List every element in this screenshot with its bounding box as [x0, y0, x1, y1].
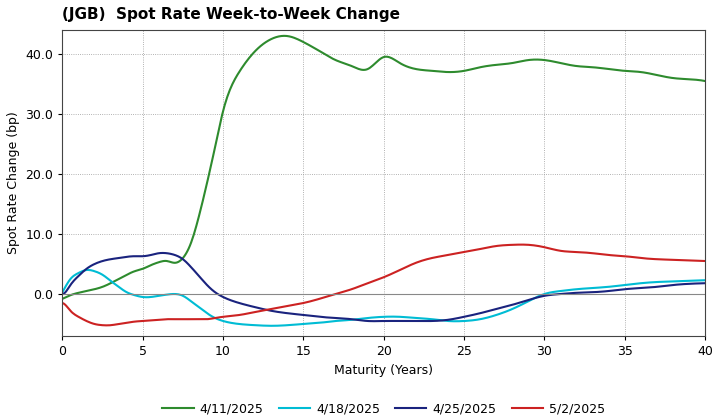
4/25/2025: [370, 319, 379, 324]
4/18/2025: [588, 286, 596, 291]
5/2/2025: [688, 258, 696, 263]
5/2/2025: [517, 242, 526, 247]
5/2/2025: [102, 323, 110, 328]
Line: 4/25/2025: 4/25/2025: [63, 253, 705, 321]
4/25/2025: [364, 318, 373, 323]
4/25/2025: [688, 281, 696, 286]
5/2/2025: [442, 253, 451, 258]
4/25/2025: [408, 318, 417, 323]
4/25/2025: [369, 319, 377, 324]
4/11/2025: [586, 65, 595, 70]
Text: (JGB)  Spot Rate Week-to-Week Change: (JGB) Spot Rate Week-to-Week Change: [63, 7, 400, 22]
4/18/2025: [701, 278, 709, 283]
4/18/2025: [408, 315, 417, 320]
4/18/2025: [444, 318, 452, 323]
4/18/2025: [366, 315, 374, 320]
X-axis label: Maturity (Years): Maturity (Years): [334, 364, 433, 377]
Line: 4/11/2025: 4/11/2025: [63, 36, 705, 299]
4/11/2025: [442, 69, 451, 74]
4/18/2025: [84, 268, 92, 273]
5/2/2025: [58, 300, 67, 305]
4/25/2025: [701, 281, 709, 286]
4/11/2025: [701, 79, 709, 84]
4/18/2025: [58, 290, 67, 295]
Y-axis label: Spot Rate Change (bp): Spot Rate Change (bp): [7, 112, 20, 255]
Line: 4/18/2025: 4/18/2025: [63, 270, 705, 326]
Legend: 4/11/2025, 4/18/2025, 4/25/2025, 5/2/2025: 4/11/2025, 4/18/2025, 4/25/2025, 5/2/202…: [157, 397, 611, 420]
4/25/2025: [158, 250, 167, 255]
5/2/2025: [369, 279, 377, 284]
4/11/2025: [364, 66, 373, 71]
5/2/2025: [407, 262, 415, 267]
4/25/2025: [444, 318, 452, 323]
4/11/2025: [58, 296, 67, 301]
4/11/2025: [407, 66, 415, 71]
5/2/2025: [588, 251, 596, 256]
5/2/2025: [364, 280, 373, 285]
4/25/2025: [588, 290, 596, 295]
Line: 5/2/2025: 5/2/2025: [63, 244, 705, 326]
4/25/2025: [58, 291, 67, 297]
5/2/2025: [701, 258, 709, 263]
4/18/2025: [268, 323, 276, 328]
4/11/2025: [687, 77, 696, 82]
4/11/2025: [279, 33, 288, 38]
4/18/2025: [370, 315, 379, 320]
4/18/2025: [688, 278, 696, 283]
4/11/2025: [369, 63, 377, 68]
